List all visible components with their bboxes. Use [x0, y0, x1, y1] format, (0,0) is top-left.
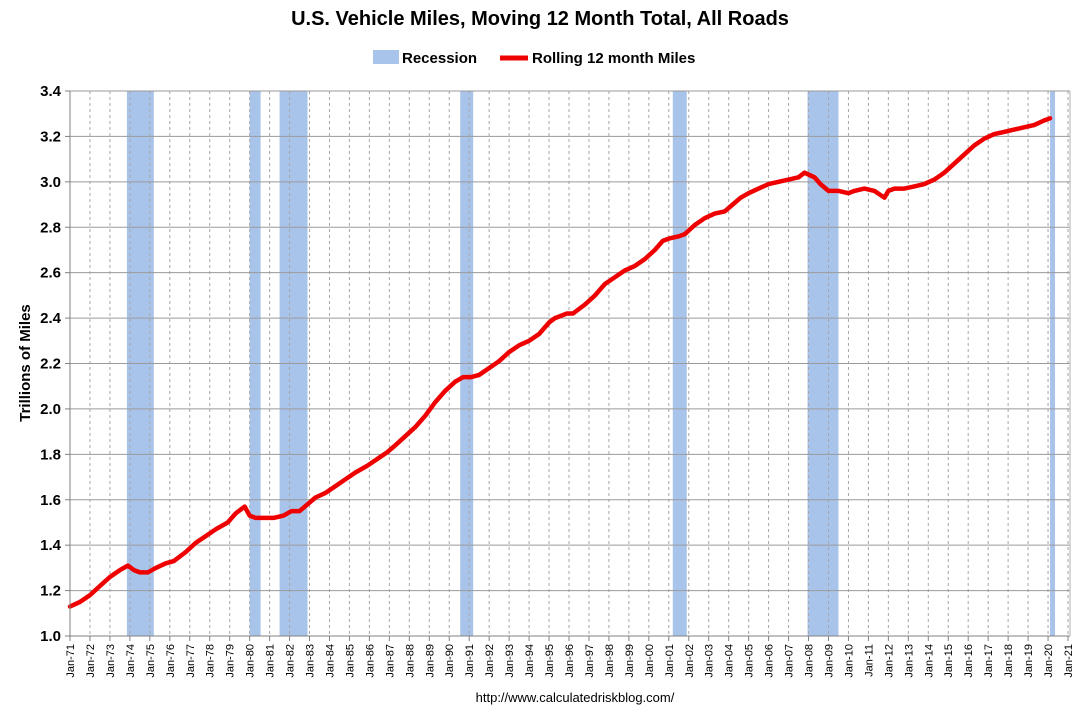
xtick-label-50: Jan-21: [1063, 644, 1075, 678]
xtick-label-5: Jan-76: [165, 644, 177, 678]
xtick-label-39: Jan-10: [843, 644, 855, 678]
xtick-label-43: Jan-14: [923, 644, 935, 678]
xtick-label-38: Jan-09: [824, 644, 836, 678]
xtick-label-21: Jan-92: [484, 644, 496, 678]
ytick-label-6: 2.2: [40, 356, 61, 373]
xtick-label-2: Jan-73: [105, 644, 117, 678]
xtick-label-6: Jan-77: [185, 644, 197, 678]
xtick-label-8: Jan-79: [225, 644, 237, 678]
ytick-label-11: 3.2: [40, 128, 61, 145]
ytick-label-3: 1.6: [40, 492, 61, 509]
xtick-label-1: Jan-72: [85, 644, 97, 678]
xtick-label-33: Jan-04: [724, 644, 736, 678]
xtick-label-27: Jan-98: [604, 644, 616, 678]
x-axis-ticks: Jan-71 Jan-72 Jan-73 Jan-74 Jan-75 Jan-76 Jan-…: [65, 636, 1075, 678]
xtick-label-14: Jan-85: [344, 644, 356, 678]
series-line-0: [67, 116, 1053, 609]
chart-title: U.S. Vehicle Miles, Moving 12 Month Tota…: [291, 8, 789, 30]
source-url: http://www.calculatedriskblog.com/: [476, 690, 675, 705]
xtick-label-28: Jan-99: [624, 644, 636, 678]
xtick-label-45: Jan-16: [963, 644, 975, 678]
ytick-label-1: 1.2: [40, 583, 61, 600]
xtick-label-31: Jan-02: [684, 644, 696, 678]
legend-recession-label: Recession: [402, 50, 477, 67]
xtick-label-32: Jan-03: [704, 644, 716, 678]
xtick-label-15: Jan-86: [364, 644, 376, 678]
ytick-label-10: 3.0: [40, 174, 61, 191]
ytick-label-9: 2.8: [40, 219, 61, 236]
xtick-label-25: Jan-96: [564, 644, 576, 678]
xtick-label-20: Jan-91: [464, 644, 476, 678]
xtick-label-0: Jan-71: [65, 644, 77, 678]
xtick-label-24: Jan-95: [544, 644, 556, 678]
xtick-label-49: Jan-20: [1043, 644, 1055, 678]
xtick-label-13: Jan-84: [325, 644, 337, 678]
legend-miles-label: Rolling 12 month Miles: [532, 50, 695, 67]
xtick-label-12: Jan-83: [305, 644, 317, 678]
ytick-label-2: 1.4: [40, 537, 62, 554]
ytick-label-12: 3.4: [40, 83, 62, 100]
xtick-label-4: Jan-75: [145, 644, 157, 678]
xtick-label-35: Jan-06: [764, 644, 776, 678]
xtick-label-36: Jan-07: [784, 644, 796, 678]
legend-recession-swatch: [373, 50, 399, 64]
xtick-label-30: Jan-01: [664, 644, 676, 678]
ytick-label-5: 2.0: [40, 401, 61, 418]
ytick-label-4: 1.8: [40, 446, 61, 463]
xtick-label-26: Jan-97: [584, 644, 596, 678]
ytick-label-7: 2.4: [40, 310, 62, 327]
xtick-label-47: Jan-18: [1003, 644, 1015, 678]
xtick-label-37: Jan-08: [804, 644, 816, 678]
xtick-label-44: Jan-15: [943, 644, 955, 678]
xtick-label-29: Jan-00: [644, 644, 656, 678]
xtick-label-46: Jan-17: [983, 644, 995, 678]
miles-series: [67, 116, 1053, 609]
xtick-label-41: Jan-12: [883, 644, 895, 678]
xtick-label-16: Jan-87: [384, 644, 396, 678]
xtick-label-19: Jan-90: [444, 644, 456, 678]
y-axis-ticks: 1.0 1.2 1.4 1.6 1.8 2.0 2.2 2.4 2.6 2.8 3.0 3.2 3.4: [40, 83, 70, 645]
xtick-label-42: Jan-13: [903, 644, 915, 678]
legend: Recession Rolling 12 month Miles: [373, 50, 695, 67]
xtick-label-48: Jan-19: [1023, 644, 1035, 678]
xtick-label-40: Jan-11: [863, 644, 875, 677]
xtick-label-17: Jan-88: [404, 644, 416, 678]
y-axis-label: Trillions of Miles: [17, 304, 34, 422]
xtick-label-3: Jan-74: [125, 644, 137, 678]
xtick-label-22: Jan-93: [504, 644, 516, 678]
xtick-label-18: Jan-89: [424, 644, 436, 678]
xtick-label-11: Jan-82: [285, 644, 297, 678]
xtick-label-34: Jan-05: [744, 644, 756, 678]
xtick-label-9: Jan-80: [245, 644, 257, 678]
xtick-label-10: Jan-81: [265, 644, 277, 678]
xtick-label-23: Jan-94: [524, 644, 536, 678]
xtick-label-7: Jan-78: [205, 644, 217, 678]
ytick-label-0: 1.0: [40, 628, 61, 645]
ytick-label-8: 2.6: [40, 265, 61, 282]
